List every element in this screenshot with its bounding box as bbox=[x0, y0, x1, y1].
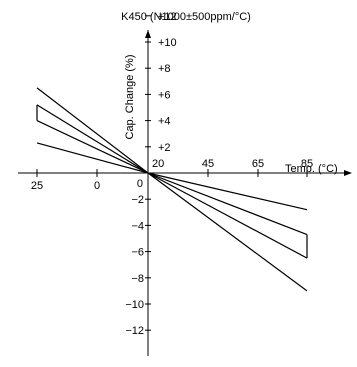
x-tick-label: 0 bbox=[94, 180, 100, 192]
series-line-3 bbox=[36, 120, 308, 259]
y-tick-label: +6 bbox=[158, 89, 171, 101]
x-tick-label: 45 bbox=[202, 158, 214, 170]
x-ticks: 25 0 20 45 65 85 0 bbox=[31, 158, 313, 192]
chart-title: K450 (N1000±500ppm/°C) bbox=[121, 11, 251, 23]
series-line-2 bbox=[36, 104, 308, 236]
y-tick-label: −10 bbox=[125, 299, 144, 311]
y-tick-label: +4 bbox=[158, 116, 171, 128]
y-tick-label: −8 bbox=[131, 273, 144, 285]
y-tick-label: +2 bbox=[158, 142, 171, 154]
y-tick-label: −2 bbox=[131, 194, 144, 206]
range-bars bbox=[36, 104, 308, 259]
y-tick-label: +8 bbox=[158, 63, 171, 75]
y-tick-label: +12 bbox=[158, 11, 177, 23]
x-axis-label: Temp. (°C) bbox=[285, 163, 338, 175]
x-tick-label: 25 bbox=[31, 180, 43, 192]
y-tick-label: −12 bbox=[125, 325, 144, 337]
y-axis-label: Cap. Change (%) bbox=[124, 55, 136, 140]
origin-label: 0 bbox=[137, 178, 143, 190]
y-tick-label: −6 bbox=[131, 247, 144, 259]
series-line-1 bbox=[36, 87, 308, 292]
y-tick-label: −4 bbox=[131, 220, 144, 232]
x-tick-label: 65 bbox=[252, 158, 264, 170]
x-tick-label: 85 bbox=[301, 158, 313, 170]
y-axis-arrow bbox=[145, 30, 151, 38]
y-tick-label: +10 bbox=[158, 37, 177, 49]
y-ticks: +12 +10 +8 +6 +4 +2 −2 −4 −6 −8 −10 −12 bbox=[125, 11, 176, 337]
series-line-4 bbox=[36, 142, 308, 211]
x-tick-label: 20 bbox=[152, 158, 164, 170]
x-axis-arrow bbox=[344, 170, 352, 176]
series-lines bbox=[36, 87, 308, 292]
